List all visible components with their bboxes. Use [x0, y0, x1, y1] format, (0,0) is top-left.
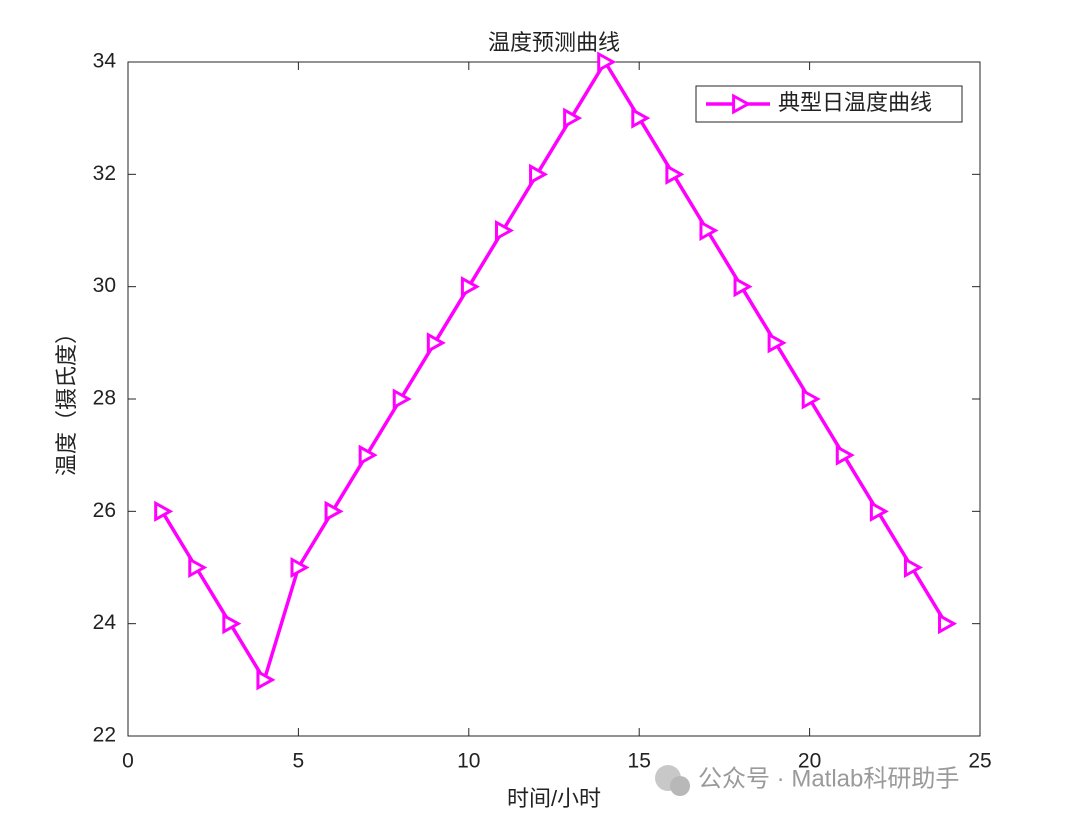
data-marker — [494, 219, 514, 242]
data-marker — [563, 107, 583, 129]
x-tick-label: 10 — [457, 750, 480, 773]
y-tick-label: 28 — [93, 387, 116, 410]
data-marker — [324, 500, 344, 522]
data-marker — [460, 276, 480, 298]
data-marker — [733, 276, 753, 298]
data-marker — [358, 444, 378, 466]
data-marker — [938, 613, 958, 635]
chart-title: 温度预测曲线 — [488, 30, 620, 55]
data-marker — [222, 613, 242, 635]
x-tick-label: 25 — [968, 750, 991, 773]
data-marker — [801, 388, 821, 410]
y-tick-label: 26 — [93, 499, 116, 522]
x-tick-label: 15 — [628, 750, 651, 773]
watermark: 公众号 · Matlab科研助手 — [655, 765, 959, 796]
x-tick-label: 20 — [798, 750, 821, 773]
data-marker — [869, 500, 889, 522]
data-marker — [154, 500, 174, 522]
data-marker — [256, 669, 276, 691]
data-marker — [665, 163, 685, 185]
y-tick-label: 22 — [93, 724, 116, 747]
data-marker — [597, 51, 617, 73]
data-marker — [699, 219, 719, 242]
x-tick-label: 0 — [122, 750, 134, 773]
data-marker — [426, 332, 446, 354]
plot-area — [127, 61, 981, 737]
legend-marker — [732, 93, 752, 115]
data-marker — [767, 332, 787, 354]
data-marker — [529, 163, 549, 185]
y-tick-label: 34 — [93, 50, 117, 73]
y-axis-label: 温度（摄氏度） — [54, 322, 79, 476]
data-line — [160, 60, 948, 682]
y-tick-label: 30 — [93, 274, 116, 297]
y-tick-label: 24 — [93, 611, 117, 634]
data-marker — [903, 556, 923, 579]
data-marker — [290, 556, 310, 579]
data-marker — [835, 444, 855, 466]
x-tick-label: 5 — [293, 750, 305, 773]
y-tick-label: 32 — [93, 162, 116, 185]
watermark-icon — [670, 776, 690, 796]
data-marker — [631, 107, 651, 129]
data-marker — [188, 556, 208, 579]
legend: 典型日温度曲线 — [695, 85, 963, 123]
watermark-text: 公众号 · Matlab科研助手 — [698, 765, 959, 792]
data-marker — [392, 388, 412, 410]
legend-label: 典型日温度曲线 — [778, 90, 932, 115]
x-axis-label: 时间/小时 — [507, 786, 601, 811]
